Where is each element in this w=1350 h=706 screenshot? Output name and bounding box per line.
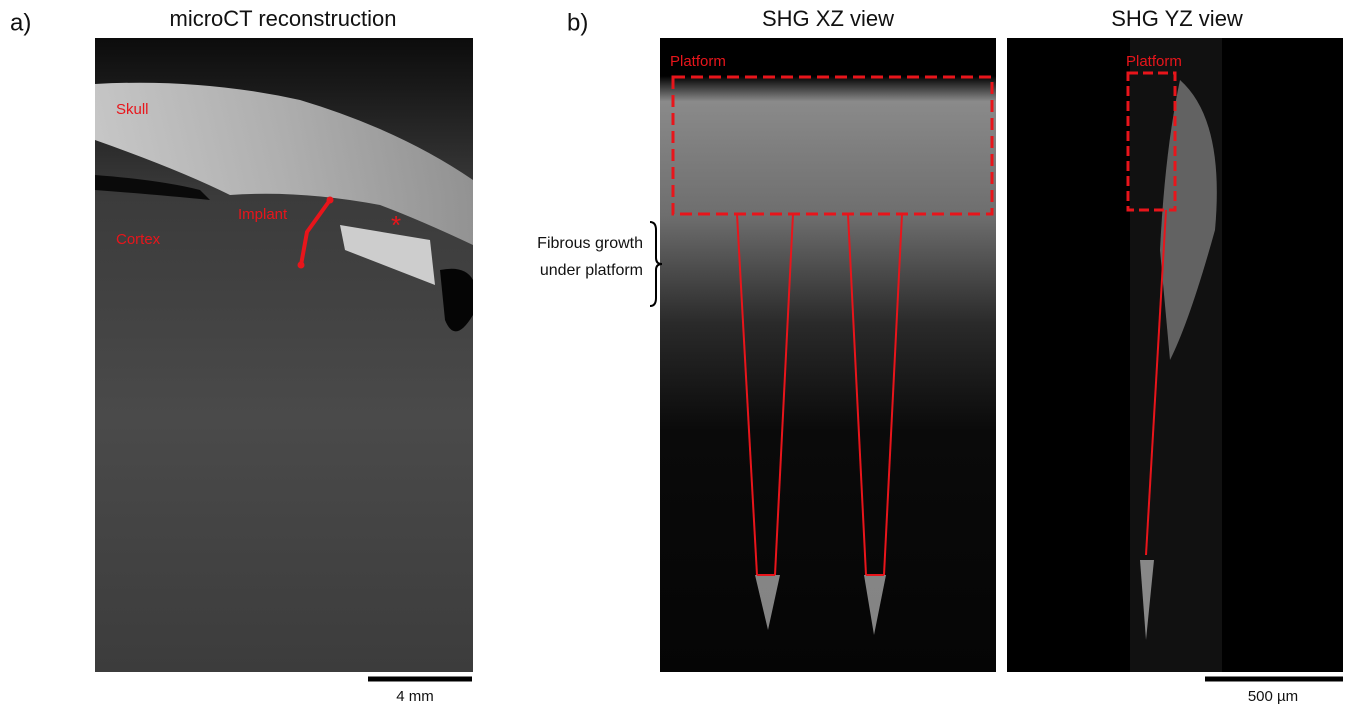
side-note: Fibrous growth xyxy=(537,235,643,252)
annotation: Platform xyxy=(670,53,726,70)
annotation: Platform xyxy=(1126,53,1182,70)
panel-title: SHG XZ view xyxy=(762,6,894,31)
annotation: * xyxy=(391,210,401,240)
annotation: Cortex xyxy=(116,231,161,248)
panel-tag: b) xyxy=(567,9,588,36)
figure: a) microCT reconstruction Skull Cortex I… xyxy=(0,0,1350,706)
side-note: under platform xyxy=(540,262,643,279)
image-background xyxy=(660,38,996,672)
scale-label: 4 mm xyxy=(396,688,434,705)
shg-xz-image xyxy=(660,38,996,672)
microct-image xyxy=(95,38,473,672)
panel-title: SHG YZ view xyxy=(1111,6,1243,31)
panel-title: microCT reconstruction xyxy=(170,6,397,31)
marker-end xyxy=(298,262,305,269)
annotation: Implant xyxy=(238,206,288,223)
annotation: Skull xyxy=(116,101,149,118)
scale-label: 500 µm xyxy=(1248,688,1298,705)
panel-tag: a) xyxy=(10,9,31,36)
marker-end xyxy=(327,197,334,204)
